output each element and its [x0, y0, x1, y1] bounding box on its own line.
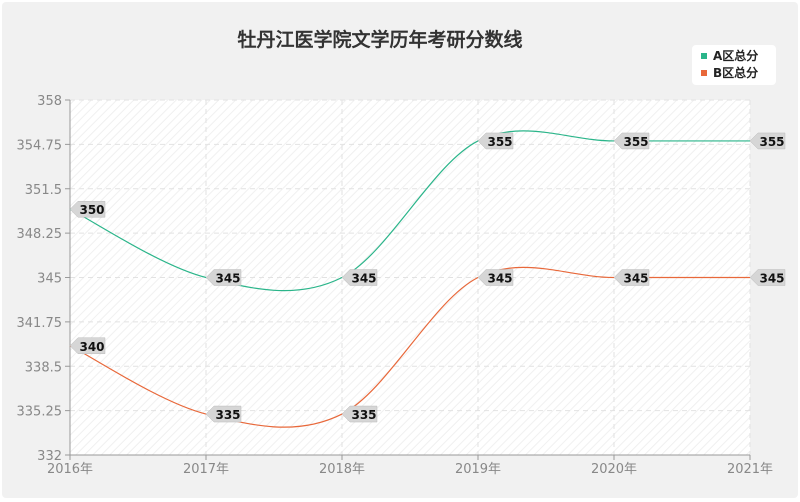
y-tick-label: 351.5 [25, 183, 62, 198]
y-tick-label: 354.75 [17, 138, 63, 153]
data-label: 345 [487, 272, 512, 286]
y-tick-label: 335.25 [17, 405, 63, 420]
data-label-bg [613, 269, 650, 286]
data-label: 355 [487, 135, 512, 149]
data-label-bg [477, 269, 514, 286]
x-tick-label: 2017年 [183, 462, 229, 477]
y-tick-label: 341.75 [17, 316, 63, 331]
data-label-bg [69, 200, 106, 218]
data-label-bg [341, 269, 378, 286]
y-tick-label: 332 [37, 449, 62, 464]
data-label: 345 [759, 272, 784, 286]
y-tick-label: 338.5 [25, 360, 62, 375]
data-label: 345 [351, 272, 376, 286]
data-label-bg [749, 269, 786, 286]
legend-label: A区总分 [713, 48, 758, 63]
x-tick-label: 2016年 [47, 462, 93, 477]
data-label: 335 [351, 408, 376, 422]
legend-label: B区总分 [713, 65, 758, 80]
x-tick-label: 2019年 [455, 462, 501, 477]
y-tick-label: 348.25 [17, 227, 63, 242]
legend-box [692, 45, 776, 85]
data-label: 340 [79, 340, 104, 354]
data-label-bg [477, 132, 514, 150]
legend-marker [701, 70, 707, 76]
y-tick-label: 345 [37, 272, 62, 287]
data-label: 350 [79, 203, 104, 217]
data-label-bg [341, 405, 378, 423]
chart-title: 牡丹江医学院文学历年考研分数线 [237, 28, 522, 51]
legend-marker [701, 53, 707, 59]
y-tick-label: 358 [37, 94, 62, 109]
data-label: 345 [215, 272, 240, 286]
x-tick-label: 2018年 [319, 462, 365, 477]
data-label-bg [749, 132, 786, 150]
data-label-bg [69, 337, 106, 355]
data-label: 335 [215, 408, 240, 422]
data-label: 345 [623, 272, 648, 286]
x-tick-label: 2021年 [727, 462, 773, 477]
data-label-bg [205, 405, 242, 423]
x-tick-label: 2020年 [591, 462, 637, 477]
data-label: 355 [623, 135, 648, 149]
data-label-bg [613, 132, 650, 150]
data-label-bg [205, 269, 242, 286]
data-label: 355 [759, 135, 784, 149]
legend: A区总分 B区总分 [692, 45, 776, 85]
